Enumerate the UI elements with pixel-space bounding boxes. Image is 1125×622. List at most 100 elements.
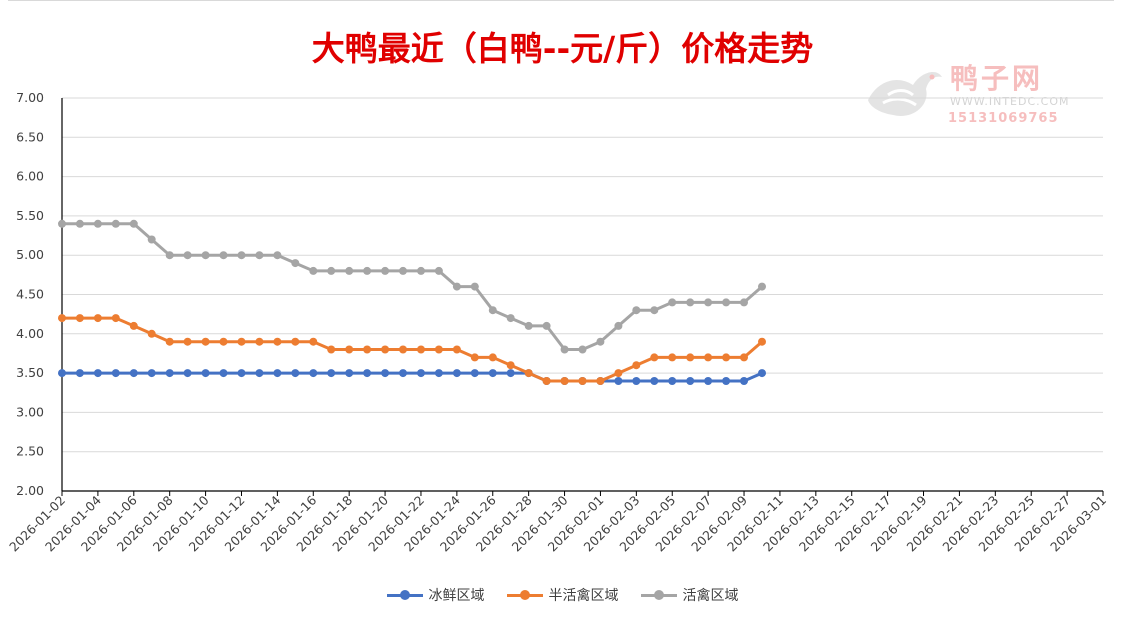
data-point[interactable] [345,345,354,354]
legend-item-frozen[interactable]: 冰鲜区域 [386,585,485,605]
data-point[interactable] [111,369,120,378]
data-point[interactable] [650,377,659,385]
data-point[interactable] [165,369,174,378]
data-point[interactable] [596,337,605,346]
data-point[interactable] [75,369,84,378]
data-point[interactable] [111,219,120,228]
data-point[interactable] [129,321,138,330]
data-point[interactable] [758,282,766,291]
legend-item-live[interactable]: 活禽区域 [640,585,739,605]
data-point[interactable] [722,377,731,385]
data-point[interactable] [668,377,677,385]
data-point[interactable] [237,251,246,260]
data-point[interactable] [291,337,300,346]
data-point[interactable] [255,251,264,260]
data-point[interactable] [165,251,174,260]
data-point[interactable] [255,337,264,346]
data-point[interactable] [614,377,623,385]
data-point[interactable] [255,369,264,378]
data-point[interactable] [758,369,766,378]
data-point[interactable] [506,314,515,323]
data-point[interactable] [650,353,659,362]
data-point[interactable] [183,369,192,378]
data-point[interactable] [434,369,443,378]
data-point[interactable] [686,298,695,307]
data-point[interactable] [578,345,587,354]
data-point[interactable] [758,337,766,346]
data-point[interactable] [327,369,336,378]
data-point[interactable] [668,298,677,307]
data-point[interactable] [452,345,461,354]
data-point[interactable] [452,369,461,378]
data-point[interactable] [327,345,336,354]
data-point[interactable] [147,329,156,338]
data-point[interactable] [237,369,246,378]
data-point[interactable] [273,251,282,260]
data-point[interactable] [291,259,300,268]
data-point[interactable] [183,337,192,346]
data-point[interactable] [632,361,641,370]
data-point[interactable] [434,345,443,354]
data-point[interactable] [452,282,461,291]
data-point[interactable] [219,369,228,378]
data-point[interactable] [381,345,390,354]
data-point[interactable] [434,266,443,275]
data-point[interactable] [399,266,407,275]
legend-item-semi-live[interactable]: 半活禽区域 [506,585,619,605]
data-point[interactable] [309,266,318,275]
data-point[interactable] [75,314,84,323]
data-point[interactable] [93,369,102,378]
data-point[interactable] [578,377,587,385]
data-point[interactable] [363,345,372,354]
data-point[interactable] [542,321,551,330]
data-point[interactable] [93,314,102,323]
data-point[interactable] [686,377,695,385]
data-point[interactable] [129,219,138,228]
data-point[interactable] [560,377,569,385]
data-point[interactable] [740,377,748,385]
data-point[interactable] [668,353,677,362]
data-point[interactable] [345,266,354,275]
data-point[interactable] [363,369,372,378]
data-point[interactable] [740,353,748,362]
data-point[interactable] [201,337,210,346]
data-point[interactable] [327,266,336,275]
data-point[interactable] [381,369,390,378]
data-point[interactable] [273,337,282,346]
data-point[interactable] [417,266,425,275]
data-point[interactable] [632,377,641,385]
data-point[interactable] [58,219,66,228]
data-point[interactable] [560,345,569,354]
data-point[interactable] [470,282,479,291]
data-point[interactable] [165,337,174,346]
data-point[interactable] [147,235,156,244]
data-point[interactable] [219,337,228,346]
data-point[interactable] [632,306,641,315]
data-point[interactable] [399,369,407,378]
data-point[interactable] [183,251,192,260]
data-point[interactable] [93,219,102,228]
data-point[interactable] [506,369,515,378]
data-point[interactable] [524,321,533,330]
data-point[interactable] [417,345,425,354]
data-point[interactable] [399,345,407,354]
data-point[interactable] [58,314,66,323]
data-point[interactable] [488,306,497,315]
data-point[interactable] [704,353,713,362]
data-point[interactable] [381,266,390,275]
data-point[interactable] [201,251,210,260]
data-point[interactable] [470,353,479,362]
data-point[interactable] [417,369,425,378]
data-point[interactable] [704,377,713,385]
data-point[interactable] [75,219,84,228]
data-point[interactable] [740,298,748,307]
data-point[interactable] [704,298,713,307]
data-point[interactable] [686,353,695,362]
data-point[interactable] [470,369,479,378]
data-point[interactable] [147,369,156,378]
data-point[interactable] [237,337,246,346]
data-point[interactable] [345,369,354,378]
data-point[interactable] [129,369,138,378]
data-point[interactable] [219,251,228,260]
data-point[interactable] [722,298,731,307]
